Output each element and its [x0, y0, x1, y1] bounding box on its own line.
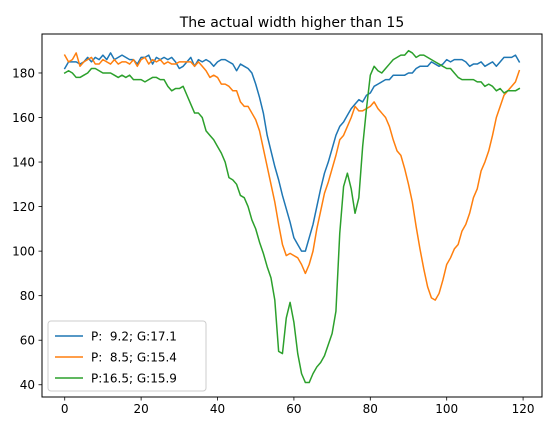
x-tick-label: 20	[133, 402, 148, 416]
y-tick-label: 40	[20, 378, 35, 392]
y-tick-label: 120	[12, 200, 35, 214]
series-line-3	[63, 49, 521, 384]
x-tick-label: 80	[363, 402, 378, 416]
series-line-2	[63, 52, 521, 301]
y-tick-label: 100	[12, 244, 35, 258]
plot-lines	[63, 49, 521, 384]
x-tick-label: 40	[210, 402, 225, 416]
plot-frame	[41, 33, 543, 398]
x-tick-label: 100	[435, 402, 458, 416]
legend: P: 9.2; G:17.1 P: 8.5; G:15.4 P:16.5; G:15…	[47, 320, 207, 392]
legend-label-3: P:16.5; G:15.9	[91, 371, 177, 385]
legend-box	[47, 320, 207, 392]
legend-label-2: P: 8.5; G:15.4	[91, 350, 177, 364]
chart-title: The actual width higher than 15	[179, 15, 405, 31]
x-tick-label: 120	[512, 402, 535, 416]
series-line-1	[63, 52, 521, 252]
y-tick-label: 140	[12, 155, 35, 169]
x-tick-label: 0	[61, 402, 69, 416]
y-tick-label: 180	[12, 66, 35, 80]
x-tick-label: 60	[286, 402, 301, 416]
y-axis: 40 60 80 100 120 140 160 180	[12, 66, 42, 392]
y-tick-label: 160	[12, 111, 35, 125]
legend-label-1: P: 9.2; G:17.1	[91, 329, 177, 343]
x-axis: 0 20 40 60 80 100 120	[61, 397, 535, 416]
y-tick-label: 60	[20, 334, 35, 348]
y-tick-label: 80	[20, 289, 35, 303]
